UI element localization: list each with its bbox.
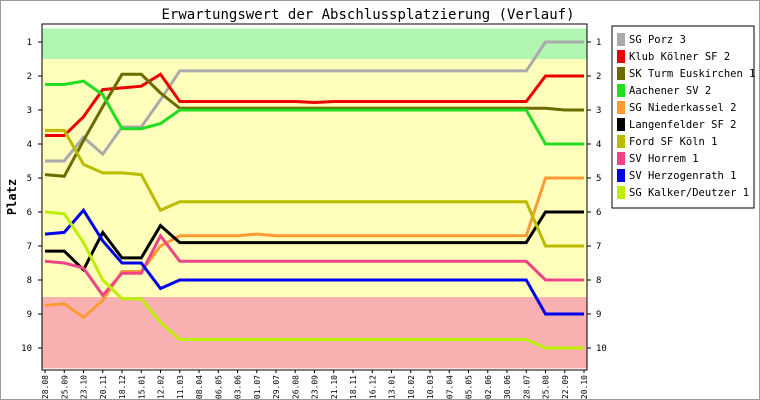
y-tick-label-right: 9	[596, 310, 601, 320]
series-line-9	[44, 207, 584, 316]
legend-swatch	[617, 84, 625, 97]
legend-swatch	[617, 67, 625, 80]
chart-title: Erwartungswert der Abschlussplatzierung …	[161, 7, 574, 23]
y-tick-label-left: 10	[21, 344, 32, 354]
legend-label: SV Horrem 1	[629, 153, 699, 165]
y-tick-label-right: 2	[596, 72, 601, 82]
legend-label: SG Niederkassel 2	[629, 102, 736, 114]
series-line-4	[45, 79, 584, 146]
series-line-3	[44, 72, 584, 178]
background-zones	[42, 28, 587, 369]
x-tick-label: 10.02	[407, 375, 416, 399]
y-tick-label-left: 9	[27, 310, 32, 320]
legend-label: Ford SF Köln 1	[629, 136, 718, 148]
y-tick-label-right: 8	[596, 276, 601, 286]
x-tick-label: 25.09	[60, 375, 69, 399]
x-tick-label: 03.06	[234, 375, 243, 399]
y-axis-left: 1 2 3 4 5 6 7 8 9 10	[21, 38, 42, 354]
y-axis-label: Platz	[5, 179, 19, 215]
x-tick-label: 16.12	[368, 375, 377, 399]
x-tick-label: 29.07	[272, 375, 281, 399]
legend-swatch	[617, 135, 625, 148]
zone-relegation	[42, 297, 587, 369]
legend-swatch	[617, 101, 625, 114]
legend-swatch	[617, 169, 625, 182]
x-tick-label: 28.08	[41, 375, 50, 399]
y-tick-label-left: 2	[27, 72, 32, 82]
zone-promotion	[42, 28, 587, 59]
legend-label: SG Kalker/Deutzer 1	[629, 187, 749, 199]
y-tick-label-right: 4	[596, 140, 601, 150]
y-tick-label-left: 5	[27, 174, 32, 184]
y-tick-label-left: 4	[27, 140, 32, 150]
legend-swatch	[617, 152, 625, 165]
x-tick-label: 15.01	[137, 375, 146, 399]
x-tick-label: 12.02	[157, 375, 166, 399]
y-tick-label-right: 7	[596, 242, 601, 252]
y-axis-right: 1 2 3 4 5 6 7 8 9 10	[587, 38, 607, 354]
x-tick-label: 21.10	[330, 375, 339, 399]
x-tick-label: 20.11	[99, 375, 108, 399]
series-line-7	[45, 128, 584, 248]
y-tick-label-right: 5	[596, 174, 601, 184]
x-tick-label: 22.09	[561, 375, 570, 399]
x-tick-label: 18.12	[118, 375, 127, 399]
series-line-8	[44, 232, 584, 298]
x-tick-label: 10.03	[426, 375, 435, 399]
legend-label: SG Porz 3	[629, 34, 686, 46]
series-line-6	[45, 210, 584, 273]
legend-label: Klub Kölner SF 2	[629, 51, 730, 63]
legend-label: SK Turm Euskirchen 1	[629, 68, 755, 80]
x-tick-label: 13.01	[388, 375, 397, 399]
legend-swatch	[617, 186, 625, 199]
x-tick-label: 23.09	[311, 375, 320, 399]
legend-swatch	[617, 50, 625, 63]
x-tick-label: 28.07	[522, 375, 531, 399]
legend-swatch	[617, 118, 625, 131]
x-tick-label: 02.06	[484, 375, 493, 399]
x-tick-label: 25.08	[542, 375, 551, 399]
legend-label: SV Herzogenrath 1	[629, 170, 736, 182]
y-tick-label-left: 8	[27, 276, 32, 286]
x-axis: 28.08 25.09 23.10 20.11 18.12 15.01 12.02 11.03…	[41, 370, 589, 399]
y-tick-label-left: 6	[27, 208, 32, 218]
x-tick-label: 11.03	[176, 375, 185, 399]
x-tick-label: 18.11	[349, 375, 358, 399]
legend-label: Aachener SV 2	[629, 85, 711, 97]
legend: SG Porz 3 Klub Kölner SF 2 SK Turm Euskirc…	[617, 33, 755, 199]
y-tick-label-left: 3	[27, 106, 32, 116]
x-tick-label: 20.10	[580, 375, 589, 399]
legend-label: Langenfelder SF 2	[629, 119, 736, 131]
series-line-5	[44, 176, 584, 320]
series-line-2	[45, 72, 584, 137]
series-lines	[44, 40, 584, 350]
y-tick-label-right: 10	[596, 344, 607, 354]
x-tick-label: 06.05	[214, 375, 223, 399]
x-tick-label: 07.04	[445, 375, 454, 399]
y-tick-label-right: 6	[596, 208, 601, 218]
legend-box	[611, 25, 755, 209]
x-tick-label: 05.05	[465, 375, 474, 399]
y-tick-label-right: 1	[596, 38, 601, 48]
series-line-10	[44, 210, 584, 350]
x-tick-label: 08.04	[195, 375, 204, 399]
x-tick-label: 23.10	[80, 375, 89, 399]
y-tick-label-right: 3	[596, 106, 601, 116]
series-line-1	[45, 40, 584, 163]
legend-swatch	[617, 33, 625, 46]
y-tick-label-left: 1	[27, 38, 32, 48]
x-tick-label: 30.06	[503, 375, 512, 399]
y-tick-label-left: 7	[27, 242, 32, 252]
x-tick-label: 26.08	[291, 375, 300, 399]
zone-middle-extension	[564, 59, 587, 110]
x-tick-label: 01.07	[253, 375, 262, 399]
